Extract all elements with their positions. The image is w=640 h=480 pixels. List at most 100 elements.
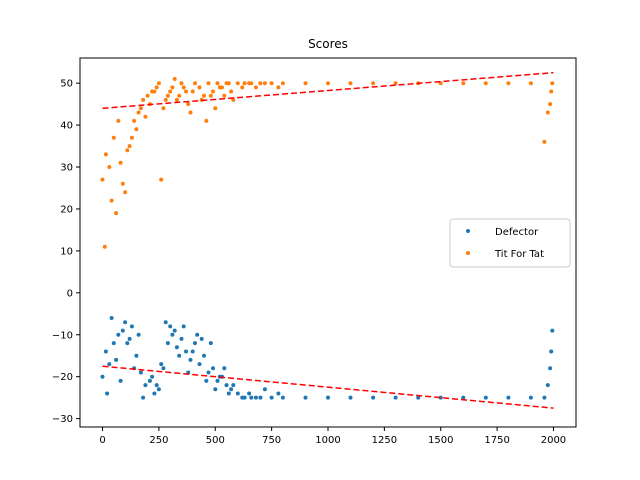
data-point: [118, 160, 123, 165]
data-point: [269, 81, 274, 86]
data-point: [154, 85, 159, 90]
data-point: [193, 81, 197, 86]
data-point: [150, 374, 155, 379]
data-point: [247, 81, 252, 86]
data-point: [125, 148, 130, 153]
data-point: [393, 395, 398, 400]
data-point: [129, 135, 134, 140]
data-point: [168, 89, 173, 94]
data-point: [213, 106, 218, 111]
data-point: [348, 81, 353, 86]
data-point: [114, 357, 119, 362]
data-point: [111, 341, 116, 346]
data-point: [548, 366, 553, 371]
chart-title: Scores: [308, 37, 348, 51]
data-point: [371, 395, 376, 400]
data-point: [156, 387, 161, 392]
data-point: [111, 135, 116, 140]
data-point: [506, 81, 511, 86]
data-point: [213, 387, 218, 392]
y-tick-label: −30: [52, 414, 73, 425]
data-point: [326, 81, 330, 86]
data-point: [114, 211, 119, 216]
y-tick-label: 20: [60, 204, 73, 215]
data-point: [235, 81, 240, 86]
data-point: [159, 362, 164, 367]
data-point: [127, 144, 132, 149]
data-point: [202, 353, 206, 358]
legend-box: [449, 218, 571, 268]
y-tick-label: 50: [60, 79, 73, 90]
data-point: [105, 391, 110, 396]
data-point: [438, 395, 443, 400]
data-point: [461, 395, 466, 400]
data-point: [483, 395, 488, 400]
data-point: [262, 81, 267, 86]
data-point: [170, 332, 175, 337]
data-point: [156, 81, 161, 86]
data-point: [197, 362, 202, 367]
data-point: [262, 387, 267, 392]
data-point: [303, 81, 308, 86]
data-point: [206, 370, 211, 375]
data-point: [116, 332, 121, 337]
legend-marker: [466, 251, 470, 255]
data-point: [548, 102, 553, 107]
data-point: [103, 349, 108, 354]
data-point: [107, 362, 112, 367]
legend-label: Tit For Tat: [494, 249, 544, 260]
data-point: [127, 336, 132, 341]
data-point: [107, 165, 112, 169]
data-point: [170, 85, 175, 90]
data-point: [348, 395, 353, 400]
data-point: [145, 93, 150, 98]
data-point: [177, 353, 182, 358]
data-point: [165, 341, 170, 346]
data-point: [132, 118, 137, 123]
data-point: [204, 118, 209, 123]
data-point: [174, 345, 179, 350]
data-point: [184, 349, 188, 354]
data-point: [483, 81, 488, 86]
legend-label: Defector: [495, 227, 539, 238]
data-point: [138, 370, 143, 375]
data-point: [249, 395, 254, 400]
x-tick-label: 1500: [428, 435, 453, 446]
data-point: [276, 85, 281, 90]
data-point: [269, 395, 274, 400]
data-point: [303, 395, 308, 400]
data-point: [134, 127, 139, 132]
data-point: [174, 97, 179, 102]
data-point: [226, 81, 231, 86]
data-point: [154, 383, 159, 388]
data-point: [253, 395, 258, 400]
x-tick-label: 0: [99, 435, 105, 446]
data-point: [280, 81, 285, 86]
data-point: [163, 97, 168, 102]
y-tick-label: 10: [60, 246, 73, 257]
data-point: [199, 336, 204, 341]
data-point: [103, 152, 108, 157]
data-point: [528, 395, 533, 400]
data-point: [141, 395, 146, 400]
data-point: [545, 383, 550, 388]
data-point: [276, 391, 281, 396]
x-tick-label: 2000: [541, 435, 566, 446]
data-point: [172, 328, 177, 333]
data-point: [542, 395, 547, 400]
x-tick-label: 1250: [372, 435, 397, 446]
data-point: [184, 89, 188, 94]
trend-line: [102, 365, 554, 409]
data-point: [253, 85, 258, 90]
data-point: [240, 395, 245, 400]
data-point: [224, 383, 229, 388]
data-point: [195, 332, 200, 337]
legend: Defector Tit For Tat: [449, 218, 571, 268]
y-tick-label: 30: [60, 163, 73, 174]
data-point: [197, 85, 202, 90]
data-point: [190, 89, 195, 94]
y-tick-label: −10: [52, 330, 73, 341]
data-point: [549, 89, 554, 94]
data-point: [102, 244, 107, 249]
x-tick-label: 1750: [484, 435, 509, 446]
